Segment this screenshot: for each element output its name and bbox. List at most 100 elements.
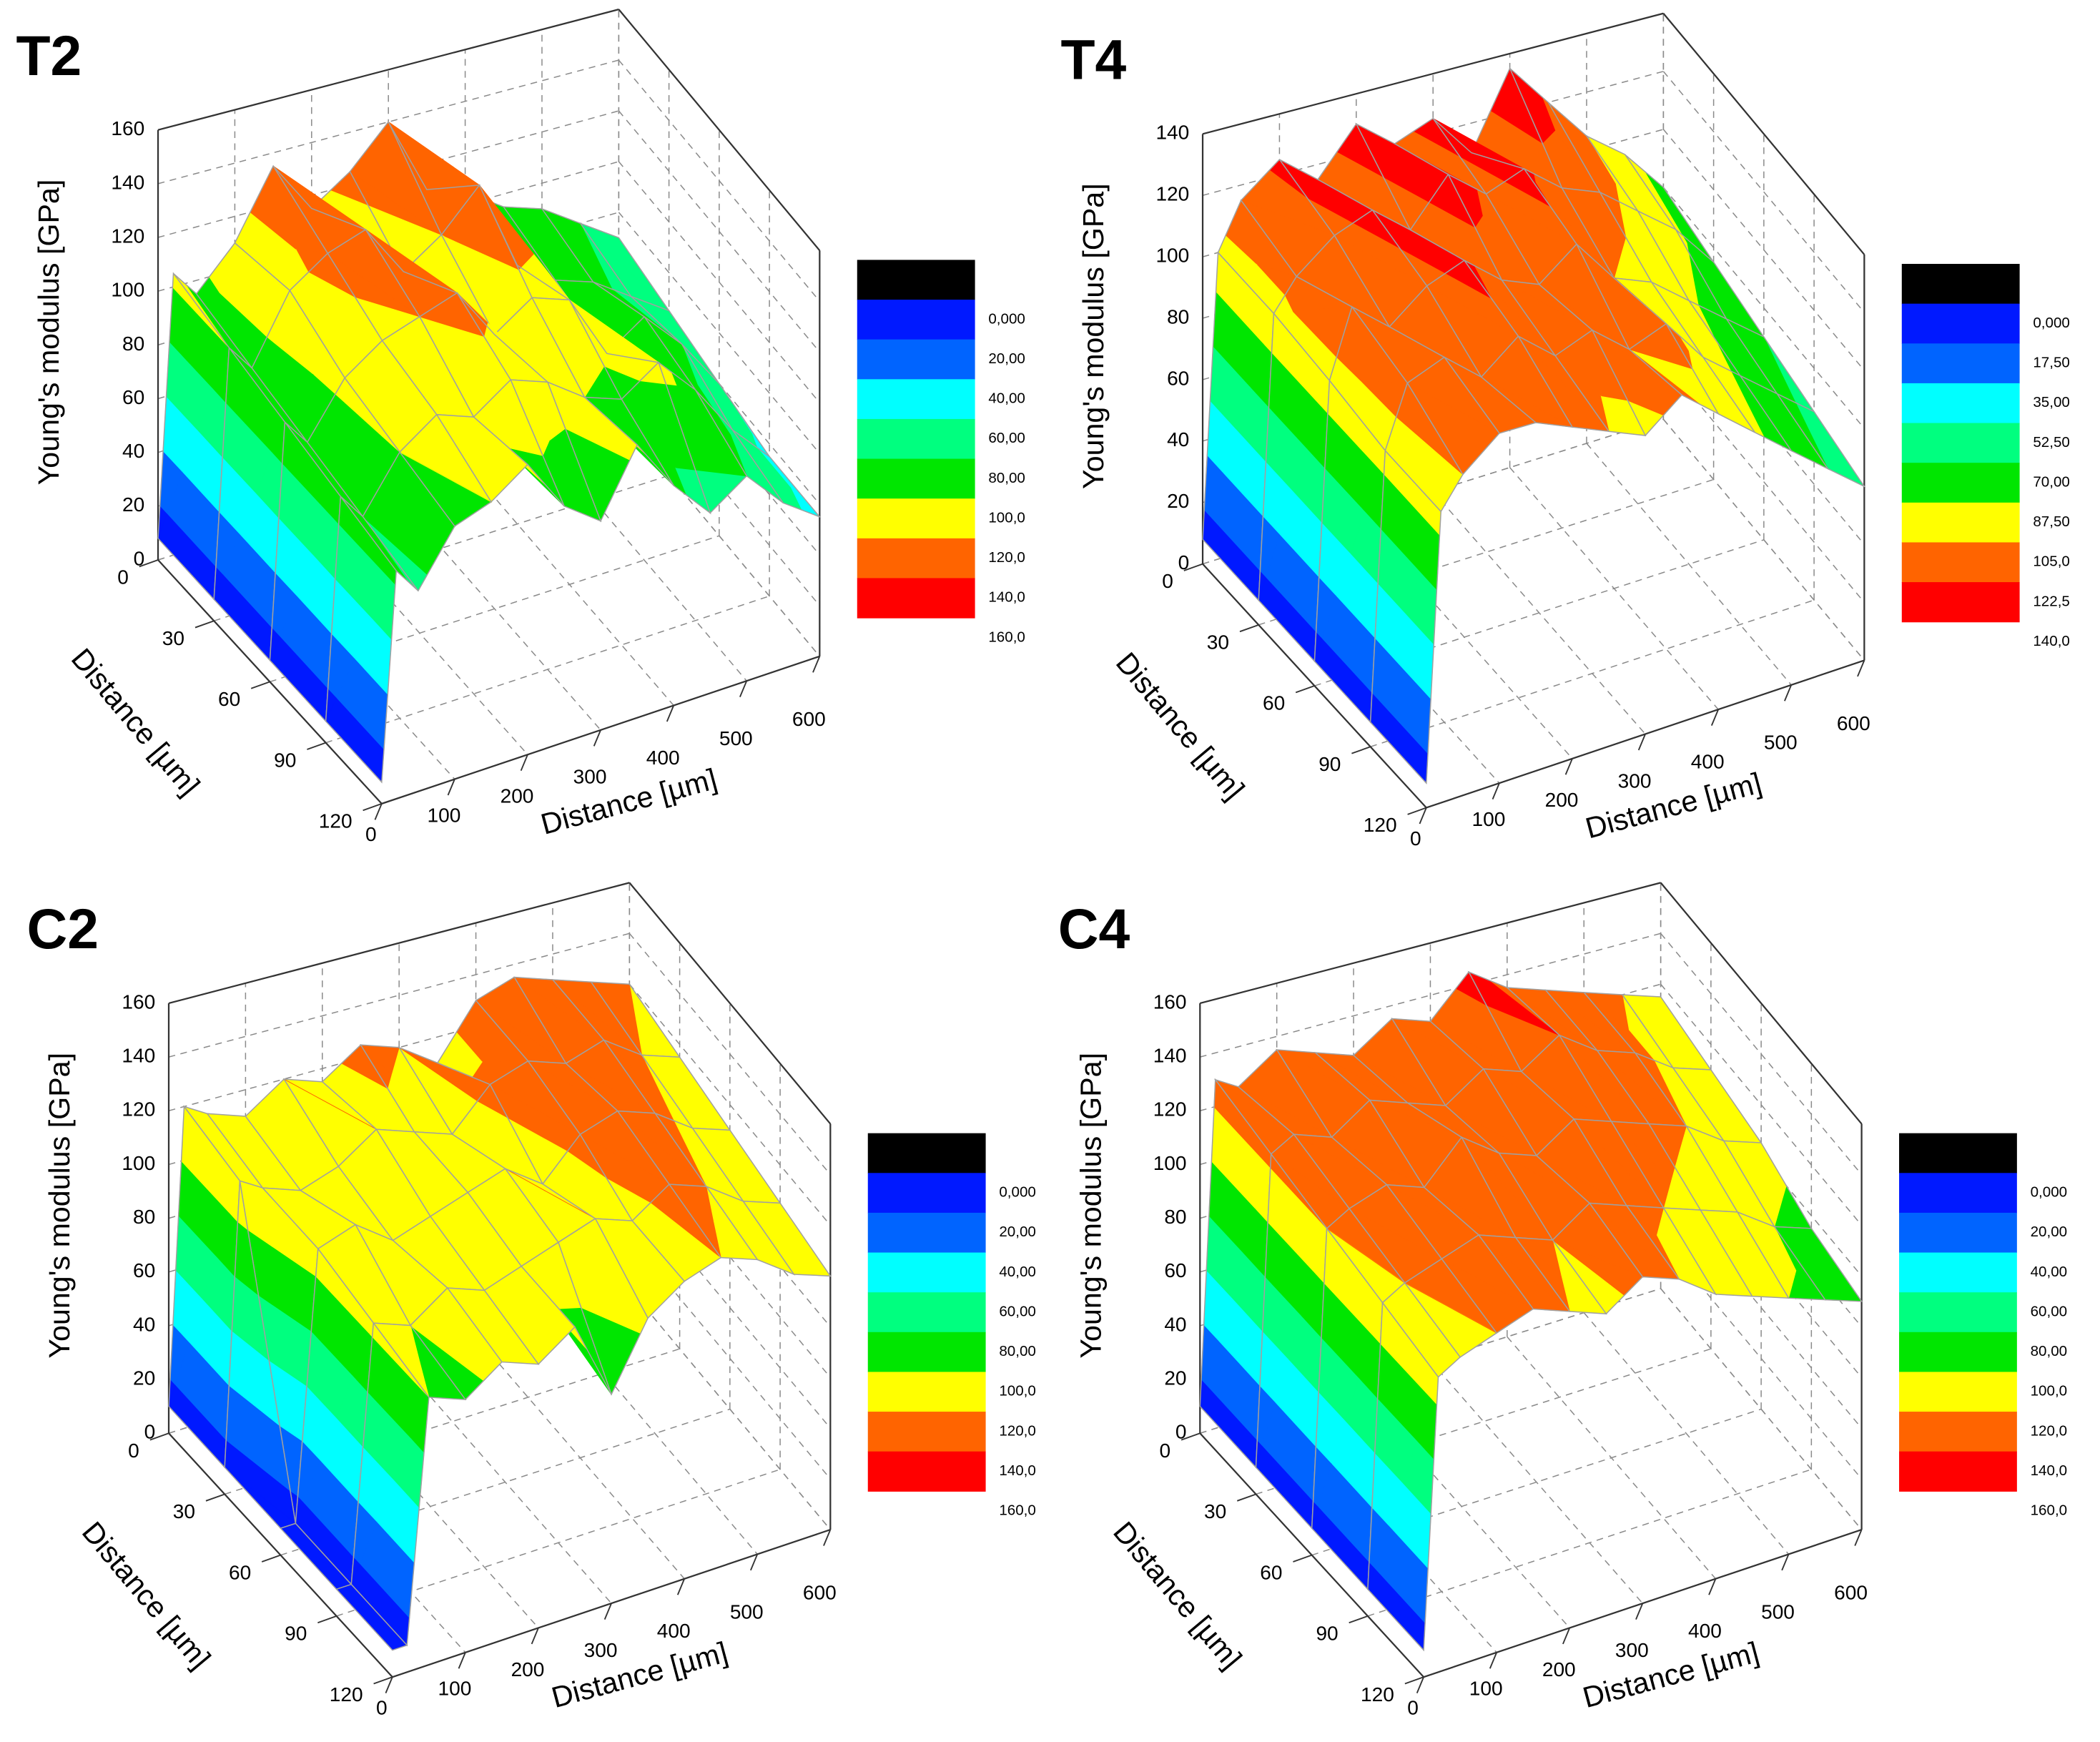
z-tick-label: 120 xyxy=(111,225,144,247)
z-axis-label: Young's modulus [GPa] xyxy=(43,1053,76,1359)
z-tick-label: 100 xyxy=(1155,245,1189,267)
tick-mark xyxy=(1564,758,1573,775)
x-tick-label: 200 xyxy=(501,785,534,807)
colorbar-label: 140,0 xyxy=(988,589,1025,606)
grid-line xyxy=(1429,1360,1643,1604)
x-tick-label: 300 xyxy=(573,766,607,788)
colorbar-label: 17,50 xyxy=(2033,355,2070,371)
surface-cell xyxy=(1722,1140,1813,1229)
colorbar-swatch xyxy=(1901,502,2020,543)
surface-cell xyxy=(602,1038,694,1130)
colorbar-swatch xyxy=(857,260,975,300)
colorbar-swatch xyxy=(867,1412,986,1452)
surface-cell xyxy=(269,420,342,723)
surface-cell xyxy=(546,380,639,523)
surface-cell xyxy=(1313,379,1386,724)
tick-mark xyxy=(1781,1554,1790,1571)
grid-line xyxy=(325,595,770,744)
grid-line xyxy=(1258,478,1714,626)
z-tick-label: 40 xyxy=(1164,1313,1186,1335)
surface-cell xyxy=(657,360,748,514)
tick-mark xyxy=(1239,624,1259,633)
y-tick-label: 90 xyxy=(274,749,296,771)
panel: C4 0 20 40 60 80 100 120 140 160 0 30 60 90 120 0 100 200… xyxy=(1058,882,2067,1719)
x-tick-label: 500 xyxy=(1761,1600,1795,1623)
tick-mark xyxy=(1710,709,1720,726)
surface-cell xyxy=(251,289,346,443)
colorbar-label: 20,00 xyxy=(999,1224,1036,1240)
grid-line xyxy=(1367,1469,1812,1617)
z-tick-label: 40 xyxy=(1167,428,1189,451)
tick-mark xyxy=(385,1676,393,1693)
tick-mark xyxy=(1635,1603,1644,1620)
y-tick-label: 120 xyxy=(1361,1683,1394,1706)
surface-cell xyxy=(1650,280,1742,378)
z-tick-label: 140 xyxy=(122,1045,155,1067)
x-tick-label: 0 xyxy=(376,1697,388,1719)
colorbar-label: 122,5 xyxy=(2033,593,2070,609)
panel: T4 0 20 40 60 80 100 120 140 0 30 60 90 120 0 100 200 300… xyxy=(1060,12,2070,850)
y-tick-label: 60 xyxy=(218,688,240,710)
surface-cell xyxy=(233,164,329,292)
surface-cell xyxy=(681,343,770,458)
tick-mark xyxy=(363,802,383,812)
z-axis-label: Young's modulus [GPa] xyxy=(32,179,65,486)
tick-mark xyxy=(1562,1628,1571,1645)
colorbar-swatch xyxy=(857,578,975,619)
tick-mark xyxy=(1407,807,1427,815)
colorbar-label: 35,00 xyxy=(2033,394,2070,410)
surface-cell xyxy=(1311,1226,1384,1591)
z-tick-label: 20 xyxy=(122,493,144,516)
axis-box-edge xyxy=(1202,12,1664,135)
surface-cell xyxy=(410,1286,503,1401)
z-tick-label: 0 xyxy=(144,1421,156,1443)
surface-cell xyxy=(1258,312,1331,663)
colorbar-swatch xyxy=(857,498,975,539)
colorbar-label: 0,000 xyxy=(988,310,1025,327)
colorbar-swatch xyxy=(1899,1372,2017,1412)
tick-mark xyxy=(1351,746,1371,754)
colorbar-swatch xyxy=(867,1451,986,1492)
colorbar-label: 80,00 xyxy=(988,470,1025,486)
tick-mark xyxy=(531,1628,539,1645)
x-tick-label: 0 xyxy=(365,823,377,845)
colorbar-swatch xyxy=(1901,343,2020,384)
colorbar-swatch xyxy=(857,300,975,340)
z-tick-label: 80 xyxy=(1167,305,1189,328)
colorbar-label: 40,00 xyxy=(988,390,1025,407)
colorbar-label: 140,0 xyxy=(999,1462,1036,1479)
z-tick-label: 0 xyxy=(134,547,145,569)
surface-cell xyxy=(288,252,383,379)
colorbar-label: 160,0 xyxy=(999,1502,1036,1519)
z-tick-label: 100 xyxy=(111,279,144,301)
colorbar-label: 70,00 xyxy=(2033,473,2070,490)
x-tick-label: 400 xyxy=(657,1620,691,1642)
z-tick-label: 40 xyxy=(133,1313,155,1335)
y-tick-label: 120 xyxy=(330,1683,363,1706)
x-axis-label: Distance [µm] xyxy=(1582,767,1765,845)
tick-mark xyxy=(149,1432,169,1441)
z-tick-label: 0 xyxy=(1175,1421,1187,1443)
tick-mark xyxy=(261,1554,281,1563)
z-tick-label: 80 xyxy=(122,333,144,355)
grid-line xyxy=(618,212,820,454)
colorbar-label: 120,0 xyxy=(988,549,1025,566)
x-tick-label: 300 xyxy=(1615,1639,1649,1661)
colorbar-swatch xyxy=(857,379,975,420)
x-tick-label: 600 xyxy=(792,708,826,730)
surface-cell xyxy=(213,346,286,662)
x-tick-label: 600 xyxy=(803,1581,837,1603)
x-tick-label: 600 xyxy=(1837,712,1870,734)
x-tick-label: 400 xyxy=(646,747,680,769)
tick-mark xyxy=(603,1603,612,1620)
tick-mark xyxy=(1854,1529,1863,1546)
surface-cell xyxy=(1441,1234,1534,1334)
colorbar-label: 0,000 xyxy=(2033,315,2070,331)
colorbar-swatch xyxy=(1899,1292,2017,1333)
x-axis-label: Distance [µm] xyxy=(548,1635,731,1714)
tick-mark xyxy=(307,742,326,750)
colorbar-label: 105,0 xyxy=(2033,553,2070,570)
colorbar-swatch xyxy=(1901,463,2020,503)
surface-cell xyxy=(1217,199,1298,315)
tick-mark xyxy=(1293,1554,1313,1563)
